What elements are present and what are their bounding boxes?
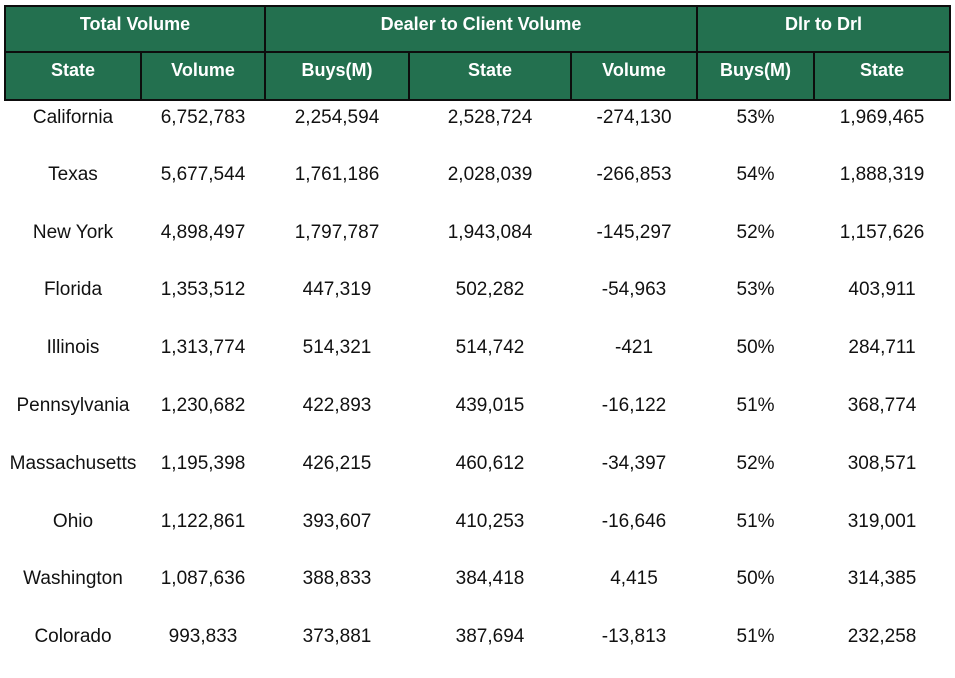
table-cell: Massachusetts bbox=[9, 452, 137, 474]
table-cell: 52% bbox=[736, 221, 775, 243]
table-cell: 5,677,544 bbox=[160, 163, 246, 185]
table-cell: 284,711 bbox=[848, 337, 916, 359]
table-cell: 51% bbox=[736, 626, 775, 648]
table-cell: 439,015 bbox=[455, 394, 525, 416]
table-cell: -266,853 bbox=[596, 163, 672, 185]
table-cell: 403,911 bbox=[848, 279, 916, 301]
column-header-volume: Volume bbox=[140, 51, 266, 101]
table-row: Massachusetts 1,195,398 426,215 460,612 … bbox=[5, 447, 950, 505]
column-header-volume: Volume bbox=[569, 51, 699, 101]
table-cell: -16,646 bbox=[601, 510, 667, 532]
table-cell: 373,881 bbox=[302, 626, 372, 648]
volume-table: Total Volume Dealer to Client Volume Dlr… bbox=[4, 5, 952, 678]
table-cell: 54% bbox=[736, 163, 775, 185]
table-cell: 460,612 bbox=[455, 452, 525, 474]
table-cell: 393,607 bbox=[302, 510, 372, 532]
table-cell: 4,898,497 bbox=[160, 221, 246, 243]
column-header-state: State bbox=[4, 51, 142, 101]
table-cell: 1,122,861 bbox=[160, 510, 246, 532]
table-cell: 514,742 bbox=[455, 337, 525, 359]
table-cell: Ohio bbox=[52, 510, 94, 532]
table-cell: 6,752,783 bbox=[160, 107, 246, 128]
table-cell: 4,415 bbox=[610, 568, 658, 590]
table-cell: 1,087,636 bbox=[160, 568, 246, 590]
table-cell: 2,254,594 bbox=[294, 107, 380, 128]
table-cell: 993,833 bbox=[168, 626, 238, 648]
group-header-dlr-to-drl: Dlr to Drl bbox=[696, 5, 952, 53]
table-cell: 53% bbox=[736, 279, 775, 301]
table-cell: 422,893 bbox=[302, 394, 372, 416]
table-cell: -145,297 bbox=[596, 221, 672, 243]
table-row: Florida 1,353,512 447,319 502,282 -54,96… bbox=[5, 273, 950, 331]
table-cell: 514,321 bbox=[302, 337, 372, 359]
table-cell: 314,385 bbox=[847, 568, 917, 590]
table-cell: Florida bbox=[43, 279, 103, 301]
table-cell: 50% bbox=[736, 568, 775, 590]
table-row: New York 4,898,497 1,797,787 1,943,084 -… bbox=[5, 216, 950, 274]
column-header-state: State bbox=[408, 51, 572, 101]
group-header-total-volume: Total Volume bbox=[4, 5, 266, 53]
column-header-row: State Volume Buys(M) State Volume Buys(M… bbox=[4, 51, 952, 101]
table-row: Illinois 1,313,774 514,321 514,742 -421 … bbox=[5, 331, 950, 389]
table-cell: Colorado bbox=[34, 626, 112, 648]
table-cell: California bbox=[32, 107, 114, 128]
table-cell: 426,215 bbox=[302, 452, 372, 474]
table-cell: 50% bbox=[736, 337, 775, 359]
table-cell: 1,313,774 bbox=[160, 337, 246, 359]
table-cell: -421 bbox=[615, 337, 654, 359]
table-cell: -274,130 bbox=[596, 107, 672, 128]
table-row: Ohio 1,122,861 393,607 410,253 -16,646 5… bbox=[5, 505, 950, 563]
table-cell: 368,774 bbox=[847, 394, 917, 416]
table-cell: 319,001 bbox=[847, 510, 917, 532]
table-cell: 388,833 bbox=[302, 568, 372, 590]
table-cell: 1,797,787 bbox=[294, 221, 380, 243]
table-row: Pennsylvania 1,230,682 422,893 439,015 -… bbox=[5, 389, 950, 447]
table-cell: 2,028,039 bbox=[447, 163, 533, 185]
table-cell: 1,969,465 bbox=[839, 107, 925, 128]
table-cell: 1,157,626 bbox=[839, 221, 925, 243]
table-cell: 1,195,398 bbox=[160, 452, 246, 474]
table-cell: -34,397 bbox=[601, 452, 667, 474]
table-row: Colorado 993,833 373,881 387,694 -13,813… bbox=[5, 620, 950, 678]
table-row: Washington 1,087,636 388,833 384,418 4,4… bbox=[5, 562, 950, 620]
table-cell: 1,230,682 bbox=[160, 394, 246, 416]
table-cell: 384,418 bbox=[455, 568, 525, 590]
group-header-dealer-to-client: Dealer to Client Volume bbox=[263, 5, 699, 53]
table-cell: New York bbox=[32, 221, 114, 243]
table-cell: Pennsylvania bbox=[16, 394, 130, 416]
table-cell: Washington bbox=[23, 568, 123, 590]
table-cell: -13,813 bbox=[601, 626, 667, 648]
table-cell: 447,319 bbox=[302, 279, 372, 301]
table-cell: 52% bbox=[736, 452, 775, 474]
table-cell: 502,282 bbox=[455, 279, 525, 301]
table-cell: 410,253 bbox=[455, 510, 525, 532]
group-header-row: Total Volume Dealer to Client Volume Dlr… bbox=[4, 5, 952, 53]
table-row: California 6,752,783 2,254,594 2,528,724… bbox=[5, 100, 950, 158]
table-cell: -16,122 bbox=[601, 394, 667, 416]
table-cell: 1,353,512 bbox=[160, 279, 246, 301]
table-cell: 1,943,084 bbox=[447, 221, 533, 243]
table-cell: 51% bbox=[736, 394, 775, 416]
table-cell: 1,761,186 bbox=[294, 163, 380, 185]
table-cell: 308,571 bbox=[847, 452, 917, 474]
table-cell: 2,528,724 bbox=[447, 107, 533, 128]
table-cell: 387,694 bbox=[455, 626, 525, 648]
table-cell: Texas bbox=[48, 163, 98, 185]
table-row: Texas 5,677,544 1,761,186 2,028,039 -266… bbox=[5, 158, 950, 216]
column-header-buys: Buys(M) bbox=[264, 51, 410, 101]
table-cell: 232,258 bbox=[847, 626, 917, 648]
table-cell: Illinois bbox=[46, 337, 100, 359]
table-cell: -54,963 bbox=[601, 279, 667, 301]
table-cell: 51% bbox=[736, 510, 775, 532]
column-header-state: State bbox=[813, 51, 952, 101]
column-header-buys: Buys(M) bbox=[696, 51, 816, 101]
table-cell: 53% bbox=[736, 107, 775, 128]
table-cell: 1,888,319 bbox=[839, 163, 925, 185]
